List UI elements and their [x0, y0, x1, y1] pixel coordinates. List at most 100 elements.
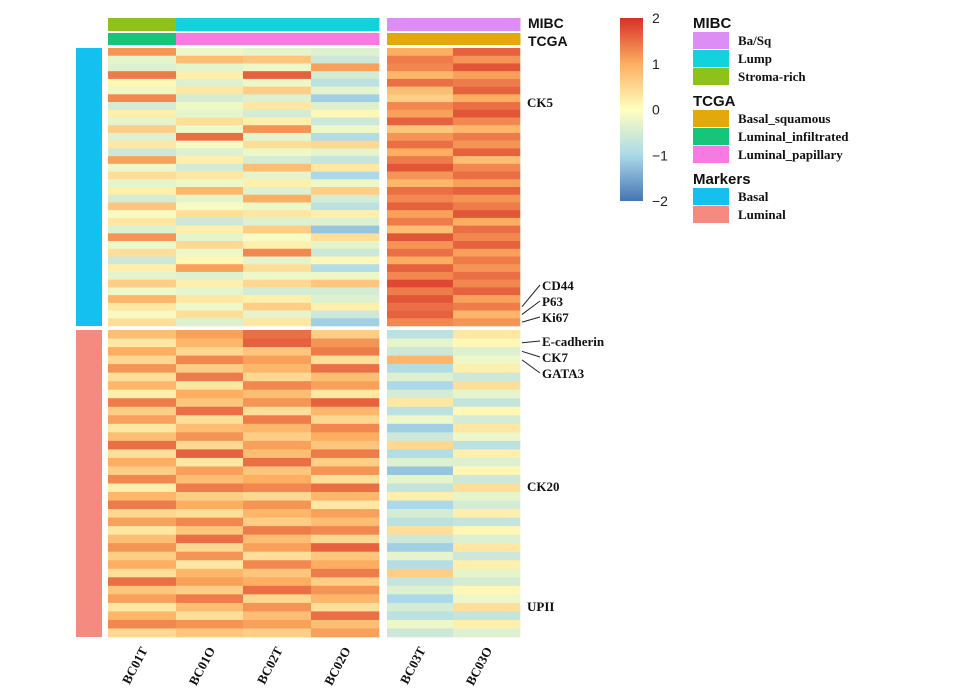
heatmap-cell — [243, 194, 312, 203]
heatmap-cell — [311, 568, 380, 578]
heatmap-cell — [311, 364, 380, 373]
heatmap-cell — [387, 71, 454, 80]
row-label: GATA3 — [542, 366, 585, 381]
color-scale-tick: 2 — [652, 10, 660, 26]
heatmap-cell — [387, 256, 454, 265]
heatmap-cell — [453, 432, 521, 442]
heatmap-cell — [453, 194, 521, 203]
heatmap-cell — [453, 355, 521, 365]
heatmap-cell — [453, 560, 521, 570]
heatmap-cell — [176, 483, 244, 493]
heatmap-cell — [108, 171, 177, 180]
heatmap-cell — [387, 483, 454, 493]
heatmap-cell — [453, 264, 521, 273]
heatmap-cell — [243, 355, 312, 365]
heatmap-cell — [243, 602, 312, 612]
heatmap-cell — [311, 48, 380, 57]
heatmap-cell — [453, 534, 521, 544]
legend-swatch — [693, 128, 729, 145]
heatmap-cell — [453, 449, 521, 459]
heatmap-cell — [176, 86, 244, 95]
heatmap-cell — [453, 109, 521, 118]
row-group-basal-bar — [76, 48, 102, 326]
heatmap-cell — [453, 148, 521, 157]
heatmap-cell — [387, 585, 454, 595]
row-label: CK7 — [542, 350, 569, 365]
legend-swatch — [693, 188, 729, 205]
heatmap-cell — [311, 256, 380, 265]
heatmap-cell — [243, 187, 312, 196]
heatmap-cell — [108, 423, 177, 433]
heatmap-cell — [453, 500, 521, 510]
heatmap-cell — [387, 526, 454, 535]
heatmap-cell — [243, 628, 312, 638]
annotation-mibc-cell — [387, 18, 454, 31]
heatmap-cell — [311, 543, 380, 553]
heatmap-cell — [311, 78, 380, 87]
heatmap-cell — [108, 474, 177, 484]
heatmap-cell — [311, 628, 380, 638]
heatmap-cell — [243, 560, 312, 570]
heatmap-cell — [243, 483, 312, 493]
heatmap-cell — [453, 78, 521, 87]
heatmap-cell — [387, 372, 454, 382]
heatmap-cell — [176, 241, 244, 250]
heatmap-cell — [108, 63, 177, 72]
heatmap-cell — [453, 202, 521, 211]
heatmap-cell — [453, 628, 521, 638]
heatmap-cell — [176, 619, 244, 629]
heatmap-cell — [176, 372, 244, 382]
heatmap-cell — [176, 500, 244, 510]
heatmap-cell — [108, 619, 177, 629]
heatmap-cell — [453, 492, 521, 501]
heatmap-cell — [243, 271, 312, 280]
legend-swatch — [693, 206, 729, 223]
heatmap-cell — [176, 271, 244, 280]
heatmap-cell — [387, 449, 454, 459]
heatmap-cell — [176, 492, 244, 501]
heatmap-cell — [311, 71, 380, 80]
heatmap-cell — [108, 271, 177, 280]
heatmap-cell — [176, 264, 244, 273]
annotation-mibc-cell — [176, 18, 244, 31]
heatmap-cell — [108, 543, 177, 553]
heatmap-cell — [243, 102, 312, 111]
heatmap-cell — [108, 279, 177, 288]
heatmap-cell — [387, 163, 454, 172]
heatmap-cell — [176, 330, 244, 339]
heatmap-cell — [176, 338, 244, 348]
heatmap-cell — [311, 125, 380, 134]
heatmap-cell — [243, 132, 312, 141]
heatmap-cell — [387, 287, 454, 296]
heatmap-cell — [243, 171, 312, 180]
color-scale-tick: −1 — [652, 147, 668, 163]
heatmap-cell — [453, 248, 521, 257]
heatmap-cell — [176, 611, 244, 621]
heatmap-cell — [243, 338, 312, 348]
heatmap-cell — [176, 568, 244, 578]
heatmap-cell — [108, 48, 177, 57]
heatmap-cell — [311, 171, 380, 180]
heatmap-cell — [311, 415, 380, 425]
heatmap-cell — [311, 347, 380, 356]
heatmap-cell — [108, 483, 177, 493]
heatmap-cell — [176, 202, 244, 211]
heatmap-cell — [176, 415, 244, 425]
heatmap-cell — [453, 415, 521, 425]
heatmap-cell — [453, 86, 521, 95]
heatmap-cell — [387, 156, 454, 165]
row-label: CK20 — [527, 479, 560, 494]
heatmap-cell — [387, 628, 454, 638]
heatmap-cell — [243, 156, 312, 165]
row-label: P63 — [542, 294, 563, 309]
heatmap-cell — [387, 202, 454, 211]
heatmap-cell — [243, 611, 312, 621]
heatmap-cell — [108, 217, 177, 226]
heatmap-cell — [176, 109, 244, 118]
heatmap-cell — [387, 330, 454, 339]
heatmap-cell — [453, 140, 521, 149]
heatmap-cell — [243, 210, 312, 219]
heatmap-cell — [387, 355, 454, 365]
heatmap-cell — [243, 94, 312, 103]
legend-item-label: Luminal_infiltrated — [738, 129, 849, 144]
